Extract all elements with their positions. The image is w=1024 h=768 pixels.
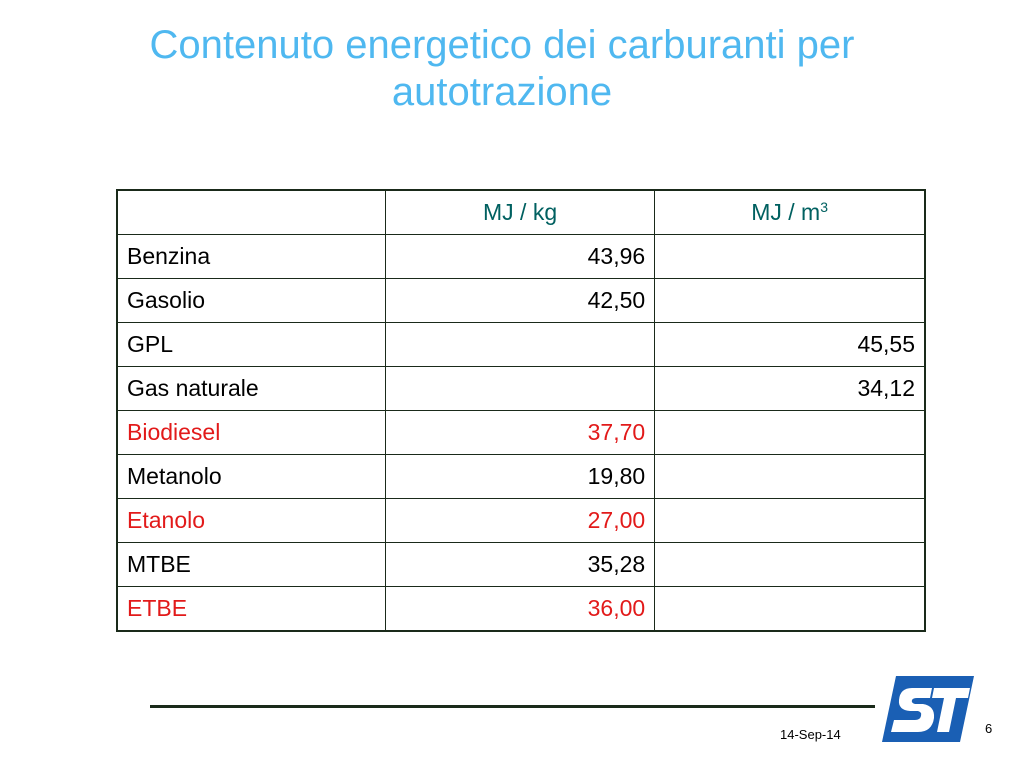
mj-per-kg-cell [384, 322, 656, 367]
header-exponent: 3 [820, 199, 828, 215]
mj-per-kg-cell: 19,80 [384, 454, 656, 499]
table-row: Metanolo 19,80 [116, 454, 926, 499]
mj-per-kg-cell: 42,50 [384, 278, 656, 323]
header-mj-m-label: MJ / m [751, 199, 821, 225]
fuel-name-cell: Metanolo [116, 454, 386, 499]
mj-per-m3-cell [654, 410, 926, 455]
mj-per-m3-cell [654, 542, 926, 587]
table-header-row: MJ / kg MJ / m3 [116, 189, 926, 235]
st-logo-icon [882, 676, 974, 742]
mj-per-m3-cell [654, 454, 926, 499]
mj-per-kg-cell: 36,00 [384, 586, 656, 632]
mj-per-kg-cell: 43,96 [384, 234, 656, 279]
mj-per-m3-cell: 34,12 [654, 366, 926, 411]
table-row: Biodiesel 37,70 [116, 410, 926, 455]
table-body: Benzina 43,96 Gasolio 42,50 GPL 45,55 Gas natu… [116, 234, 926, 632]
table-row: Gasolio 42,50 [116, 278, 926, 323]
fuel-name-cell: Gas naturale [116, 366, 386, 411]
mj-per-kg-cell [384, 366, 656, 411]
table-row: Benzina 43,96 [116, 234, 926, 279]
mj-per-m3-cell: 45,55 [654, 322, 926, 367]
energy-content-table: MJ / kg MJ / m3 Benzina 43,96 Gasolio 42,50… [116, 189, 926, 632]
mj-per-m3-cell [654, 586, 926, 632]
st-logo-letter-s [891, 688, 935, 732]
table-row: Gas naturale 34,12 [116, 366, 926, 411]
mj-per-m3-cell [654, 498, 926, 543]
mj-per-kg-cell: 35,28 [384, 542, 656, 587]
footer-date: 14-Sep-14 [780, 727, 841, 742]
mj-per-m3-cell [654, 234, 926, 279]
footer-rule [150, 705, 875, 708]
slide-title-line-1: Contenuto energetico dei carburanti per [149, 23, 855, 67]
table-row: MTBE 35,28 [116, 542, 926, 587]
table-row: GPL 45,55 [116, 322, 926, 367]
mj-per-m3-cell [654, 278, 926, 323]
fuel-name-cell: Benzina [116, 234, 386, 279]
slide-title: Contenuto energetico dei carburanti per … [40, 22, 964, 116]
fuel-name-cell: GPL [116, 322, 386, 367]
page-number: 6 [985, 721, 993, 736]
table-row: Etanolo 27,00 [116, 498, 926, 543]
header-cell-mj-m3: MJ / m3 [654, 189, 926, 235]
fuel-name-cell: ETBE [116, 586, 386, 632]
header-cell-mj-kg: MJ / kg [384, 189, 656, 235]
fuel-name-cell: Gasolio [116, 278, 386, 323]
fuel-name-cell: MTBE [116, 542, 386, 587]
slide-title-line-2: autotrazione [391, 70, 613, 114]
header-cell-empty [116, 189, 386, 235]
mj-per-kg-cell: 27,00 [384, 498, 656, 543]
mj-per-kg-cell: 37,70 [384, 410, 656, 455]
fuel-name-cell: Biodiesel [116, 410, 386, 455]
fuel-name-cell: Etanolo [116, 498, 386, 543]
table-row: ETBE 36,00 [116, 586, 926, 632]
st-logo-letter-t [932, 688, 970, 732]
